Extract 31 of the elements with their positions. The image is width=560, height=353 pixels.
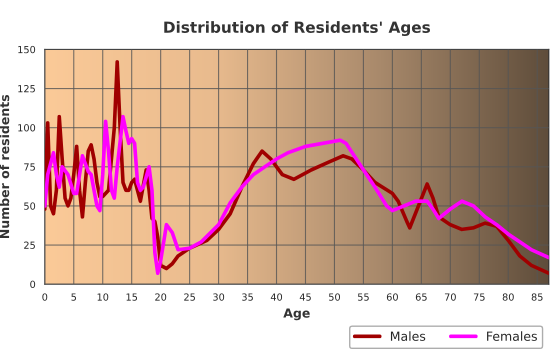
x-tick-label: 25 <box>184 293 195 301</box>
legend-label: Males <box>390 331 426 341</box>
x-tick-label: 65 <box>416 293 427 301</box>
x-tick-label: 0 <box>42 293 48 301</box>
y-tick-label: 0 <box>30 280 36 288</box>
y-tick-label: 75 <box>24 163 35 171</box>
x-tick-label: 5 <box>71 293 76 301</box>
legend-label: Females <box>487 331 537 341</box>
x-tick-label: 15 <box>126 293 138 301</box>
x-tick-label: 60 <box>386 293 398 301</box>
x-tick-label: 30 <box>213 293 224 301</box>
x-tick-label: 50 <box>329 293 340 301</box>
x-tick-label: 70 <box>444 293 456 301</box>
y-tick-label: 25 <box>24 242 35 249</box>
y-tick-label: 125 <box>18 85 35 92</box>
x-tick-label: 10 <box>98 293 108 301</box>
x-tick-label: 55 <box>358 293 369 301</box>
x-axis-title: Age <box>283 308 310 320</box>
x-tick-label: 40 <box>270 293 282 301</box>
chart-title: Distribution of Residents' Ages <box>164 21 430 36</box>
x-tick-label: 75 <box>474 293 485 301</box>
x-tick-label: 35 <box>242 293 253 301</box>
x-tick-label: 20 <box>155 293 166 301</box>
y-tick-label: 50 <box>24 202 36 210</box>
y-tick-label: 100 <box>18 124 36 132</box>
line-series <box>44 114 549 276</box>
x-tick-label: 85 <box>532 293 543 301</box>
x-tick-label: 45 <box>300 293 311 301</box>
x-tick-label: 80 <box>502 293 514 301</box>
y-axis-title: Number of residents <box>0 94 10 238</box>
y-tick-label: 150 <box>18 46 36 54</box>
